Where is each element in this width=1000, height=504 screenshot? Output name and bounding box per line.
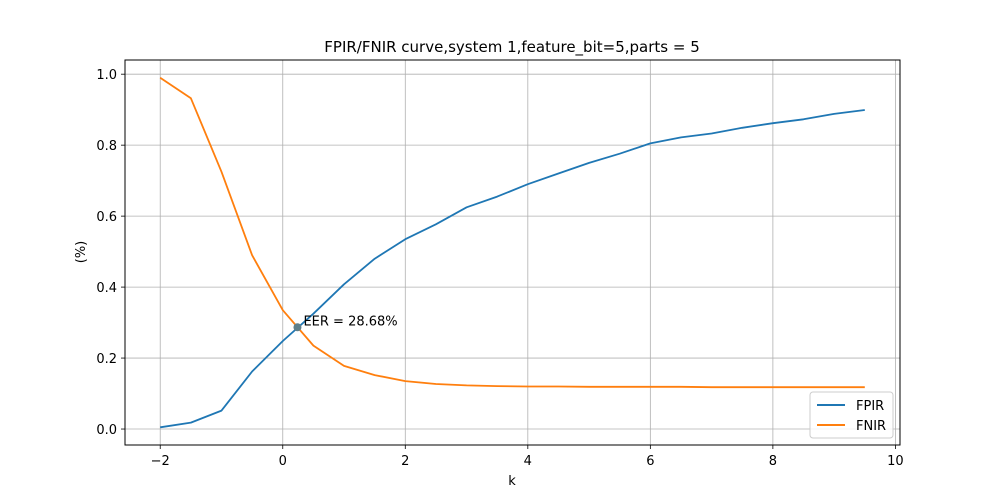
- x-tick-label: 10: [887, 454, 904, 469]
- chart-title: FPIR/FNIR curve,system 1,feature_bit=5,p…: [324, 38, 699, 57]
- y-axis-label: (%): [74, 241, 89, 264]
- x-axis-label: k: [508, 474, 516, 489]
- y-tick-label: 0.4: [96, 281, 117, 296]
- x-tick-label: 2: [401, 454, 409, 469]
- eer-annotation: EER = 28.68%: [303, 314, 397, 329]
- x-tick-label: 4: [524, 454, 532, 469]
- x-axis-ticks: −2 0 2 4 6 8 10: [151, 445, 904, 469]
- legend-label-fpir: FPIR: [856, 399, 884, 414]
- series-line-fpir: [160, 109, 865, 429]
- eer-point: [293, 323, 302, 332]
- x-tick-label: 0: [279, 454, 287, 469]
- legend: FPIR FNIR: [809, 391, 894, 439]
- eer-marker-layer: [293, 323, 302, 332]
- y-tick-label: 0.2: [96, 352, 117, 367]
- legend-box: [809, 391, 894, 439]
- grid: [125, 60, 900, 445]
- legend-label-fnir: FNIR: [856, 419, 886, 434]
- x-tick-label: 6: [646, 454, 654, 469]
- y-tick-label: 0.0: [96, 423, 117, 438]
- y-axis-ticks: 0.0 0.2 0.4 0.6 0.8 1.0: [96, 68, 125, 438]
- axes-frame: [124, 59, 901, 446]
- y-tick-label: 0.6: [96, 210, 117, 225]
- x-tick-label: −2: [151, 454, 170, 469]
- y-tick-label: 1.0: [96, 68, 117, 83]
- series-line-fnir: [159, 76, 865, 389]
- series-lines: [159, 76, 865, 429]
- y-tick-label: 0.8: [96, 139, 117, 154]
- x-tick-label: 8: [769, 454, 777, 469]
